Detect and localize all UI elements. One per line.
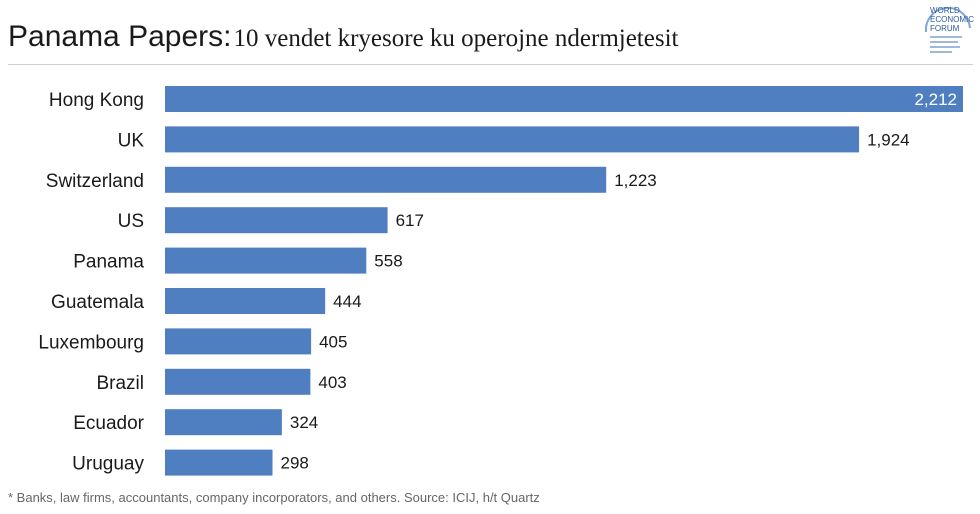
bar-brazil [165,368,311,395]
category-label-us: US [118,211,144,232]
category-label-ecuador: Ecuador [73,413,144,434]
bar-chart: Hong Kong 2,212 UK 1,924 Switzerland 1,223 US 6… [38,86,963,476]
bar-hong-kong [165,86,963,112]
logo-text-line3: FORUM [930,24,960,33]
category-label-switzerland: Switzerland [46,171,144,192]
title-divider [8,64,973,65]
value-label-panama: 558 [374,252,402,271]
bar-luxembourg [165,328,312,355]
logo-text-line1: WORLD [930,6,960,15]
bar-us [165,207,388,234]
bar-switzerland [165,166,607,193]
category-label-brazil: Brazil [96,373,144,394]
bar-guatemala [165,288,326,314]
bar-uk [165,126,860,153]
chart-title: Panama Papers: 10 vendet kryesore ku ope… [8,20,678,60]
category-label-uk: UK [118,130,145,151]
bar-ecuador [165,409,282,436]
value-label-guatemala: 444 [333,292,361,311]
wef-logo: WORLD ECONOMIC FORUM [924,6,974,53]
value-label-uk: 1,924 [867,130,910,149]
value-label-uruguay: 298 [281,454,309,473]
bar-uruguay [165,449,273,476]
chart-title-main: Panama Papers: [8,20,232,53]
bar-panama [165,247,367,274]
category-label-guatemala: Guatemala [51,292,144,313]
value-label-ecuador: 324 [290,413,318,432]
category-label-panama: Panama [73,252,144,273]
category-label-uruguay: Uruguay [72,454,144,475]
chart-title-sub: 10 vendet kryesore ku operojne ndermjete… [233,25,679,52]
category-label-luxembourg: Luxembourg [38,332,144,353]
logo-text-line2: ECONOMIC [930,15,974,24]
value-label-us: 617 [396,211,424,230]
chart-footnote: * Banks, law firms, accountants, company… [8,490,540,505]
value-label-hong-kong: 2,212 [914,90,957,109]
category-label-hong-kong: Hong Kong [49,90,144,111]
value-label-brazil: 403 [318,373,346,392]
value-label-switzerland: 1,223 [614,171,657,190]
value-label-luxembourg: 405 [319,332,347,351]
